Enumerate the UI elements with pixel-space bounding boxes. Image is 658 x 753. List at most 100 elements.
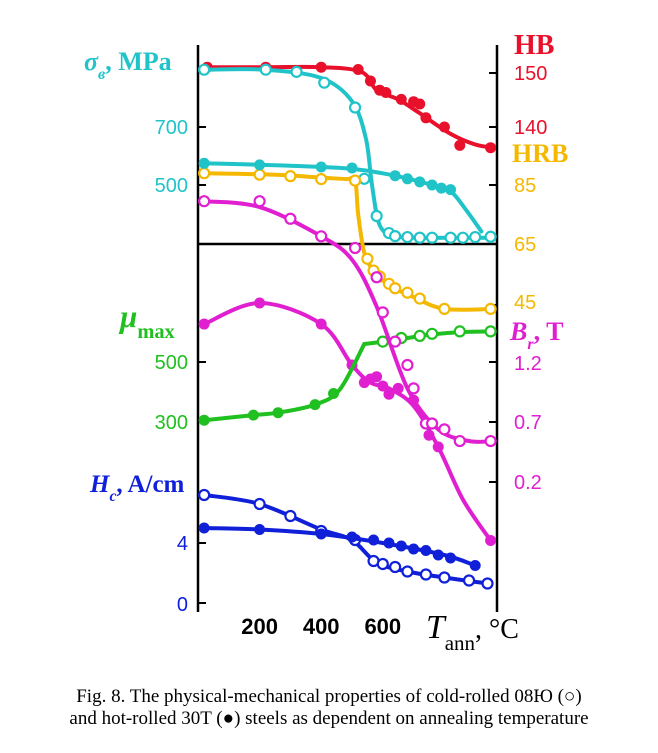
point-hb-hot-6 <box>380 87 392 98</box>
point-sigma-cold-3 <box>318 76 331 89</box>
point-br-hot-0 <box>198 318 210 330</box>
point-hrb-cold-0 <box>198 167 211 180</box>
point-sigma-hot-0 <box>198 157 210 169</box>
point-mu-hot-0 <box>198 414 210 426</box>
hb-tick-140: 140 <box>514 117 547 139</box>
mu-tick-500: 500 <box>155 352 188 374</box>
point-sigma-cold-1 <box>259 63 272 76</box>
curve-sigma-cold <box>202 67 496 240</box>
point-hc-hot-10 <box>445 552 457 564</box>
plot-curves <box>198 61 497 590</box>
plot-frame <box>196 45 499 612</box>
br-tick-0-7: 0.7 <box>514 412 542 434</box>
point-hc-hot-9 <box>432 549 444 561</box>
point-hrb-cold-4 <box>348 174 362 187</box>
point-sigma-cold-6 <box>370 209 383 223</box>
point-hc-cold-2 <box>284 509 297 523</box>
hc-tick-4: 4 <box>177 533 188 555</box>
point-br-hot-13 <box>485 535 497 546</box>
point-hc-cold-0 <box>198 488 211 502</box>
point-hb-hot-9 <box>414 98 426 110</box>
point-br-hot-11 <box>423 429 435 441</box>
point-mu-hot-4 <box>328 388 340 399</box>
sigma-axis-label: σв, MPa <box>84 47 172 83</box>
point-hc-cold-upper-4 <box>348 241 362 255</box>
hrb-tick-45: 45 <box>514 292 536 314</box>
point-mu-cold-4 <box>453 325 466 338</box>
axis-labels: 700 500 500 300 4 0 150 140 85 65 45 1.2 0.7 0.2 200 40… <box>84 30 568 655</box>
point-br-hot-1 <box>254 297 266 309</box>
point-hrb-cold-13 <box>484 302 497 315</box>
point-hrb-cold-5 <box>361 252 374 265</box>
point-hc-hot-8 <box>420 545 432 556</box>
point-hrb-cold-11 <box>413 292 426 305</box>
point-br-hot-6 <box>371 371 383 383</box>
point-sigma-cold-8 <box>389 230 402 243</box>
caption-line-1: Fig. 8. The physical-mechanical properti… <box>76 686 582 707</box>
point-hc-hot-0 <box>198 522 210 534</box>
hb-tick-150: 150 <box>514 63 547 85</box>
sigma-tick-500: 500 <box>155 175 188 197</box>
point-hc-cold-11 <box>462 574 476 587</box>
point-hrb-cold-9 <box>389 282 402 295</box>
point-sigma-cold-14 <box>469 230 482 244</box>
point-hb-hot-7 <box>395 93 407 105</box>
point-hc-cold-1 <box>253 497 266 511</box>
hc-tick-0: 0 <box>177 594 188 616</box>
point-sigma-hot-2 <box>315 161 327 173</box>
point-hrb-cold-1 <box>253 168 266 181</box>
point-mu-cold-2 <box>413 329 426 342</box>
point-hc-cold-8 <box>401 565 414 578</box>
point-sigma-cold-0 <box>198 63 211 76</box>
point-hc-hot-6 <box>395 540 407 552</box>
sigma-tick-700: 700 <box>155 117 188 139</box>
caption-line-2: and hot-rolled 30T (●) steels as depende… <box>69 708 589 729</box>
point-hc-cold-10 <box>438 571 451 584</box>
point-hc-cold-9 <box>419 568 433 581</box>
point-hc-cold-upper-1 <box>253 195 266 208</box>
point-hc-hot-5 <box>383 537 395 549</box>
curve-mu-hot <box>202 342 367 423</box>
point-br-hot-12 <box>432 441 444 453</box>
curve-br-hot <box>202 300 493 543</box>
point-hc-cold-upper-11 <box>425 417 439 430</box>
hrb-axis-label: HRB <box>512 139 568 168</box>
point-mu-hot-1 <box>247 409 259 421</box>
point-sigma-hot-3 <box>346 162 358 174</box>
point-sigma-cold-15 <box>484 230 497 243</box>
point-hc-cold-upper-7 <box>389 335 402 348</box>
point-sigma-cold-12 <box>444 231 457 244</box>
point-hc-cold-upper-2 <box>284 212 297 225</box>
point-sigma-cold-4 <box>348 101 362 114</box>
point-mu-hot-2 <box>272 407 284 419</box>
hc-axis-label: Hc, A/cm <box>89 471 185 505</box>
point-sigma-hot-7 <box>426 179 438 191</box>
mu-axis-label: μmax <box>118 299 176 343</box>
point-br-hot-9 <box>392 382 404 394</box>
curve-hb-hot <box>202 64 496 150</box>
point-hb-hot-4 <box>364 75 376 87</box>
br-tick-0-2: 0.2 <box>514 472 542 494</box>
point-hc-cold-upper-3 <box>315 230 328 243</box>
point-sigma-cold-9 <box>401 230 414 244</box>
hrb-tick-85: 85 <box>514 175 536 197</box>
point-hrb-cold-10 <box>401 286 414 299</box>
point-br-hot-8 <box>383 388 395 400</box>
figure-caption: Fig. 8. The physical-mechanical properti… <box>0 686 658 730</box>
point-mu-hot-3 <box>309 399 321 411</box>
point-hc-cold-upper-12 <box>438 423 451 436</box>
point-hb-hot-11 <box>438 121 450 133</box>
point-sigma-hot-8 <box>435 182 447 194</box>
point-hc-hot-1 <box>254 524 266 535</box>
point-hc-hot-2 <box>315 528 327 540</box>
point-hb-hot-13 <box>485 142 497 154</box>
figure: 700 500 500 300 4 0 150 140 85 65 45 1.2 0.7 0.2 200 40… <box>84 30 568 655</box>
point-hc-cold-upper-6 <box>376 306 389 319</box>
point-hc-cold-6 <box>376 557 389 571</box>
point-hb-hot-10 <box>420 112 432 124</box>
point-mu-cold-5 <box>484 325 497 338</box>
x-tick-400: 400 <box>303 614 340 639</box>
point-hc-cold-upper-8 <box>401 358 414 372</box>
point-mu-cold-3 <box>425 327 439 340</box>
point-hc-cold-upper-9 <box>407 382 420 395</box>
